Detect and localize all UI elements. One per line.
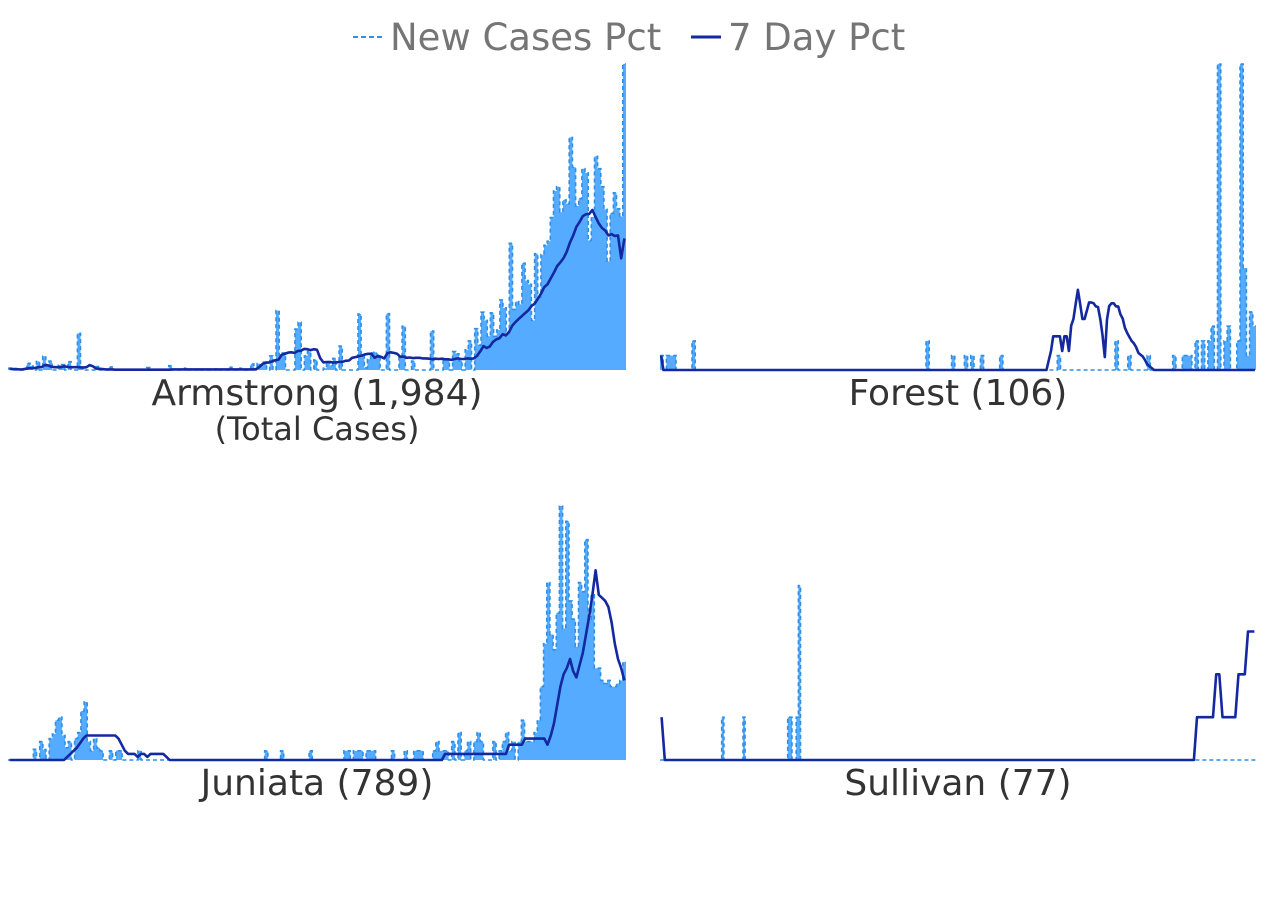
panel-title: Forest (106) bbox=[849, 373, 1068, 414]
chart-legend: New Cases Pct 7 Day Pct bbox=[0, 12, 1280, 62]
new-cases-line bbox=[660, 63, 1256, 371]
panel-title: Sullivan (77) bbox=[844, 763, 1071, 804]
new-cases-area bbox=[660, 64, 1256, 370]
panel-armstrong: Armstrong (1,984)(Total Cases) bbox=[8, 63, 626, 448]
new-cases-area bbox=[8, 64, 626, 370]
panel-title: Juniata (789) bbox=[199, 763, 434, 804]
new-cases-line bbox=[8, 505, 626, 761]
new-cases-line bbox=[660, 584, 1256, 761]
panel-title: Armstrong (1,984) bbox=[151, 373, 482, 414]
legend-swatch-dashed-icon bbox=[353, 36, 383, 38]
new-cases-area bbox=[660, 585, 1256, 760]
panel-subtitle: (Total Cases) bbox=[215, 410, 420, 448]
legend-item-seven-day: 7 Day Pct bbox=[690, 12, 905, 62]
panel-forest: Forest (106) bbox=[659, 63, 1256, 414]
legend-swatch-solid-icon bbox=[691, 35, 721, 39]
legend-label-new-cases: New Cases Pct bbox=[390, 15, 662, 59]
new-cases-area bbox=[8, 506, 626, 760]
legend-item-new-cases: New Cases Pct bbox=[352, 12, 661, 62]
seven-day-line bbox=[9, 208, 626, 371]
legend-label-seven-day: 7 Day Pct bbox=[728, 15, 906, 59]
seven-day-line bbox=[660, 630, 1255, 762]
panel-sullivan: Sullivan (77) bbox=[660, 584, 1256, 804]
seven-day-line bbox=[9, 569, 626, 762]
seven-day-line bbox=[659, 288, 1255, 372]
panel-juniata: Juniata (789) bbox=[8, 505, 626, 804]
